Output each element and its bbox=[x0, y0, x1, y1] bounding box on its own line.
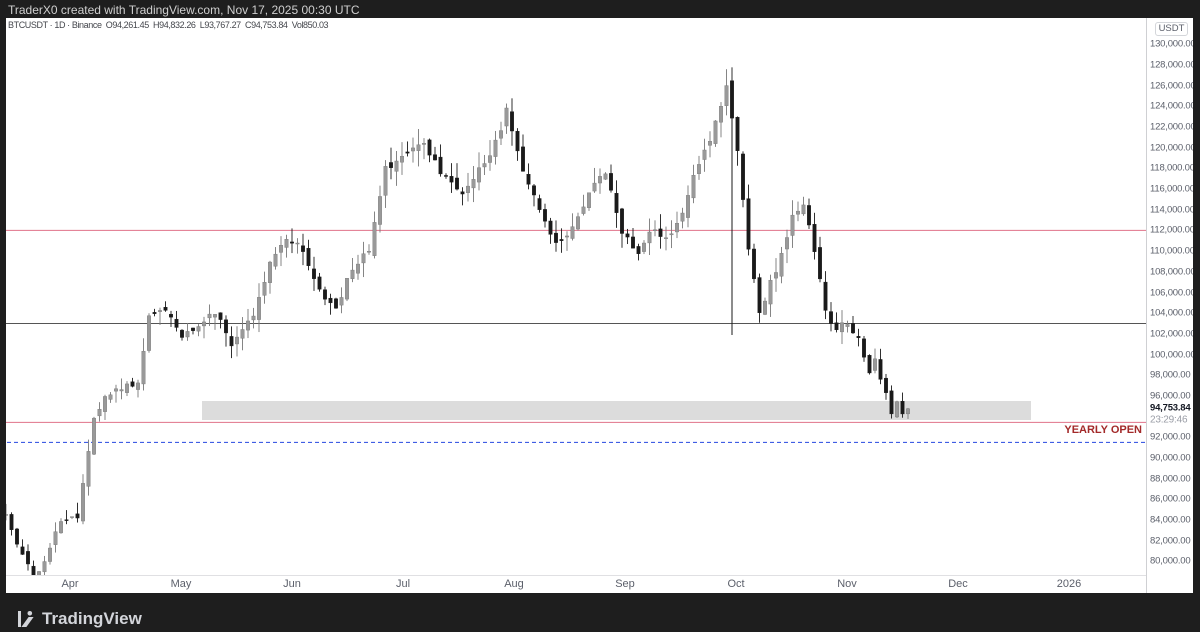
svg-text:YEARLY OPEN: YEARLY OPEN bbox=[1064, 424, 1142, 436]
